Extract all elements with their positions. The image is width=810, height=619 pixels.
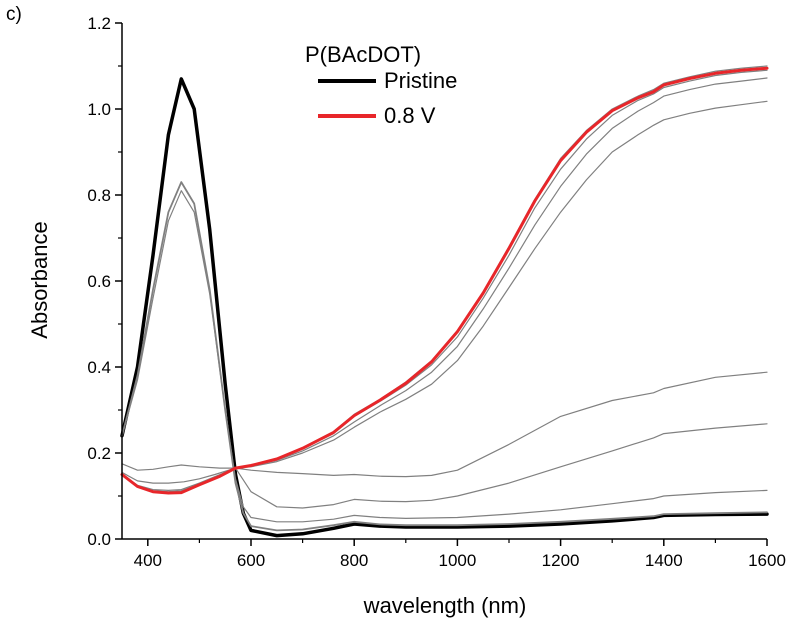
series-line-4 [121, 371, 768, 478]
y-tick-label: 0.6 [87, 272, 111, 291]
series-line-5 [121, 100, 768, 491]
x-tick-label: 1400 [645, 551, 683, 570]
series-line-6 [121, 77, 768, 493]
legend-entry-0-8v: 0.8 V [318, 103, 435, 129]
x-tick-label: 800 [340, 551, 368, 570]
x-tick-label: 1000 [438, 551, 476, 570]
legend-label-0-8v: 0.8 V [384, 103, 436, 128]
legend-entry-pristine: Pristine [318, 68, 457, 94]
y-tick-label: 0.4 [87, 358, 111, 377]
y-tick-label: 0.2 [87, 444, 111, 463]
series-line-pristine [120, 77, 769, 538]
series-layer [120, 65, 769, 538]
panel-label: c) [6, 4, 22, 25]
series-line-0-8-v [120, 66, 769, 495]
legend-swatch-pristine [318, 79, 376, 83]
series-line-1 [121, 181, 768, 532]
y-axis-title: Absorbance [27, 221, 52, 339]
legend-label-pristine: Pristine [384, 68, 458, 93]
x-tick-label: 600 [237, 551, 265, 570]
legend-swatch-0-8v [318, 114, 376, 118]
legend-title: P(BAcDOT) [305, 42, 422, 67]
series-line-2 [121, 190, 768, 523]
series-line-8 [121, 65, 768, 494]
y-tick-label: 0.8 [87, 186, 111, 205]
y-tick-label: 1.0 [87, 100, 111, 119]
y-tick-label: 0.0 [87, 530, 111, 549]
x-tick-label: 1600 [748, 551, 786, 570]
x-axis-title: wavelength (nm) [363, 593, 527, 618]
series-line-3 [121, 423, 768, 509]
axes-layer: 400 600 800 1000 1200 1400 1600 0.0 0.2 0.4 0.6 0.8… [87, 14, 786, 570]
x-tick-label: 400 [134, 551, 162, 570]
series-line-7 [121, 69, 768, 494]
x-tick-label: 1200 [542, 551, 580, 570]
y-tick-label: 1.2 [87, 14, 111, 33]
